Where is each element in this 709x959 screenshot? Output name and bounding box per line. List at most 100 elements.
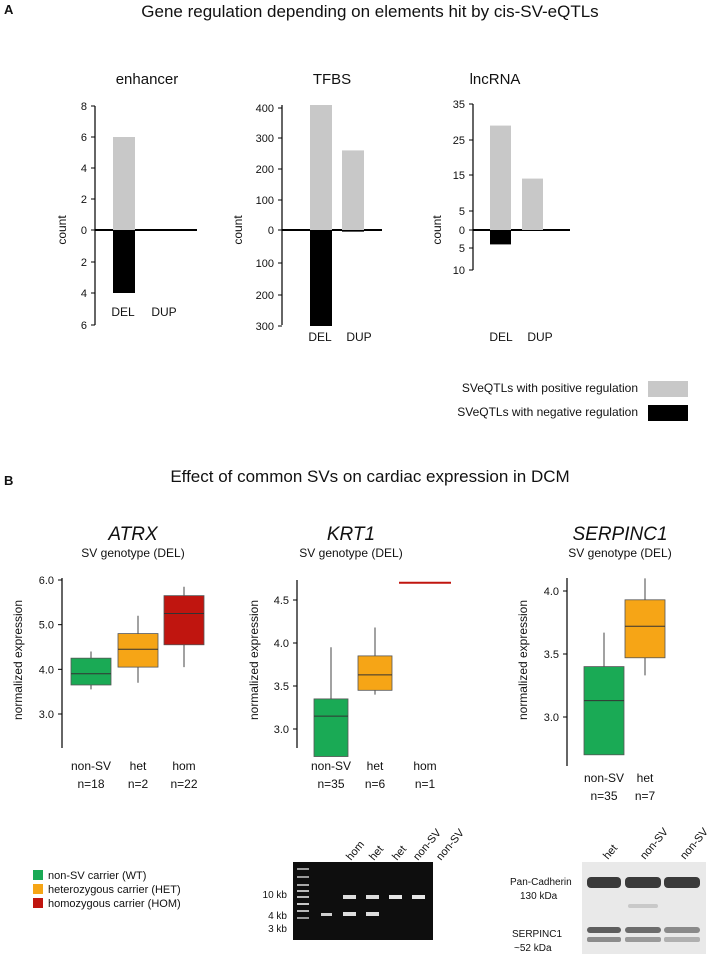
gel-band-hom <box>321 913 332 916</box>
legend-positive-label: SVeQTLs with positive regulation <box>462 381 638 395</box>
legend-negative-label: SVeQTLs with negative regulation <box>457 405 638 419</box>
enhancer-positive-bar <box>113 137 135 230</box>
tfbs-y-tick-label: 400 <box>256 103 274 115</box>
blot-label-cadherin: Pan-Cadherin <box>510 877 572 888</box>
lncrna-category-del: DEL <box>489 330 513 344</box>
tfbs-negative-bar <box>310 230 332 326</box>
krt1-y-tick-label: 4.0 <box>274 638 289 650</box>
atrx-subtitle: SV genotype (DEL) <box>81 546 184 560</box>
lncrna-y-tick-label: 25 <box>453 135 465 147</box>
legend-het-swatch <box>33 884 43 894</box>
legend-wt-swatch <box>33 870 43 880</box>
atrx-box-plot: ATRX SV genotype (DEL) normalized expres… <box>11 524 205 791</box>
gel-lane-label-3: het <box>390 843 409 862</box>
serpinc1-subtitle: SV genotype (DEL) <box>568 546 671 560</box>
serpinc1-category-label: het <box>637 771 654 785</box>
atrx-box <box>117 633 159 668</box>
serpinc1-box <box>624 599 666 659</box>
gel-marker-4kb: 4 kb <box>268 911 287 922</box>
tfbs-y-tick-label: 300 <box>256 321 274 333</box>
atrx-y-axis-label: normalized expression <box>11 600 25 720</box>
enhancer-y-tick-label: 4 <box>81 288 87 300</box>
atrx-y-tick-label: 3.0 <box>39 709 54 721</box>
gel-ladder-band <box>297 903 309 905</box>
gel-lane-label-2: het <box>367 843 386 862</box>
lncrna-y-tick-label: 0 <box>459 225 465 237</box>
lncrna-chart-title: lncRNA <box>470 71 521 88</box>
enhancer-y-tick-label: 0 <box>81 225 87 237</box>
atrx-y-tick-label: 6.0 <box>39 575 54 587</box>
blot-band-serpinc1-lower <box>587 937 621 942</box>
serpinc1-sample-count: n=35 <box>590 789 617 803</box>
tfbs-y-axis-label: count <box>231 215 245 245</box>
blot-band-serpinc1 <box>625 927 661 933</box>
atrx-y-tick-label: 4.0 <box>39 664 54 676</box>
krt1-category-label: het <box>367 759 384 773</box>
gel-ladder-band <box>297 917 309 919</box>
western-blot: het non-SV non-SV Pan-Cadherin 130 kDa S… <box>510 826 709 954</box>
atrx-category-label: het <box>130 759 147 773</box>
blot-band-cadherin <box>587 877 621 888</box>
legend-hom-swatch <box>33 898 43 908</box>
atrx-sample-count: n=2 <box>128 777 149 791</box>
blot-band-cadherin <box>625 877 661 888</box>
atrx-box <box>70 657 112 686</box>
tfbs-y-tick-label: 100 <box>256 195 274 207</box>
atrx-sample-count: n=18 <box>77 777 104 791</box>
krt1-category-label: hom <box>413 759 436 773</box>
gel-band-het-lower <box>366 912 379 916</box>
panel-b-letter: B <box>4 473 13 488</box>
serpinc1-category-label: non-SV <box>584 771 624 785</box>
enhancer-y-tick-label: 6 <box>81 132 87 144</box>
lncrna-category-dup: DUP <box>527 330 552 344</box>
lncrna-y-axis-label: count <box>430 215 444 245</box>
krt1-sample-count: n=35 <box>317 777 344 791</box>
krt1-subtitle: SV genotype (DEL) <box>299 546 402 560</box>
krt1-box <box>357 655 393 691</box>
tfbs-category-del: DEL <box>308 330 332 344</box>
tfbs-positive-bar <box>310 105 332 230</box>
gel-marker-10kb: 10 kb <box>263 890 288 901</box>
krt1-sample-count: n=1 <box>415 777 436 791</box>
krt1-y-tick-label: 4.5 <box>274 595 289 607</box>
tfbs-bar-chart: TFBS count 0 100 200 300 400 100 200 300 DEL DU… <box>231 71 382 344</box>
serpinc1-box-plot: SERPINC1 SV genotype (DEL) normalized ex… <box>516 524 672 803</box>
lncrna-negative-bar <box>490 230 511 245</box>
enhancer-y-tick-label: 4 <box>81 163 87 175</box>
krt1-gene-title: KRT1 <box>327 524 375 545</box>
atrx-sample-count: n=22 <box>170 777 197 791</box>
lncrna-positive-bar <box>522 178 543 230</box>
blot-lane-label-2: non-SV <box>638 826 671 862</box>
enhancer-y-axis-label: count <box>55 215 69 245</box>
atrx-gene-title: ATRX <box>107 524 159 545</box>
serpinc1-y-tick-label: 3.0 <box>544 712 559 724</box>
enhancer-y-tick-label: 2 <box>81 194 87 206</box>
krt1-y-axis-label: normalized expression <box>247 600 261 720</box>
serpinc1-y-tick-label: 4.0 <box>544 586 559 598</box>
lncrna-y-tick-label: 35 <box>453 99 465 111</box>
serpinc1-y-tick-label: 3.5 <box>544 649 559 661</box>
panel-b-title: Effect of common SVs on cardiac expressi… <box>170 467 569 486</box>
krt1-sample-count: n=6 <box>365 777 386 791</box>
legend-het-label: heterozygous carrier (HET) <box>48 884 181 896</box>
blot-band-serpinc1 <box>664 927 700 933</box>
enhancer-y-tick-label: 8 <box>81 101 87 113</box>
lncrna-y-tick-label: 15 <box>453 170 465 182</box>
krt1-y-tick-label: 3.0 <box>274 724 289 736</box>
blot-band-cadherin <box>664 877 700 888</box>
tfbs-y-tick-label: 0 <box>268 225 274 237</box>
panel-a-legend: SVeQTLs with positive regulation SVeQTLs… <box>457 381 688 421</box>
pcr-gel: hom het het non-SV non-SV 10 kb 4 kb 3 k… <box>263 827 467 940</box>
serpinc1-box <box>583 666 625 756</box>
lncrna-positive-bar <box>490 125 511 230</box>
atrx-category-label: hom <box>172 759 195 773</box>
legend-hom-label: homozygous carrier (HOM) <box>48 898 181 910</box>
lncrna-bar-chart: lncRNA count 0 5 15 25 35 5 10 DEL DUP <box>430 71 570 344</box>
gel-ladder-band <box>297 884 309 886</box>
gel-band-het-upper <box>366 895 379 899</box>
serpinc1-gene-title: SERPINC1 <box>572 524 667 545</box>
enhancer-category-del: DEL <box>111 305 135 319</box>
enhancer-negative-bar <box>113 230 135 293</box>
enhancer-category-dup: DUP <box>151 305 176 319</box>
